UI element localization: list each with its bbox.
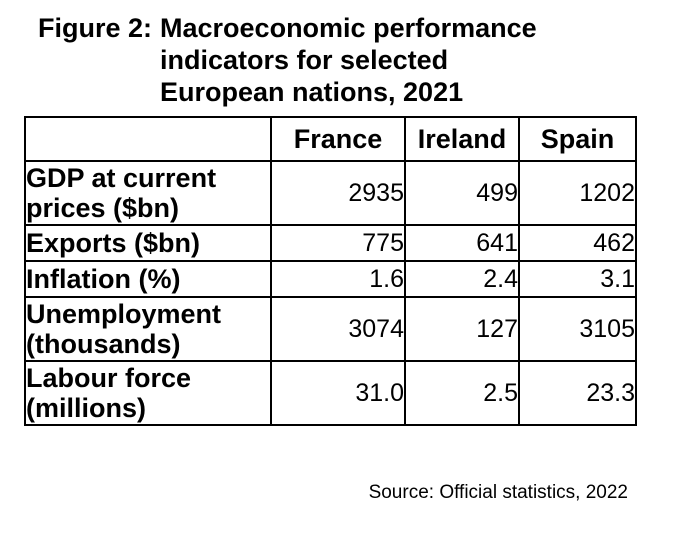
table-row-gdp: GDP at current prices ($bn) 2935 499 120… — [25, 161, 636, 225]
row-label-line: GDP at current — [26, 163, 270, 193]
indicators-table: France Ireland Spain GDP at current pric… — [24, 116, 637, 426]
row-label-line: (millions) — [26, 393, 270, 423]
table-row-inflation: Inflation (%) 1.6 2.4 3.1 — [25, 261, 636, 297]
header-corner-cell — [25, 117, 271, 161]
row-label-gdp: GDP at current prices ($bn) — [25, 161, 271, 225]
cell-labour-force-france: 31.0 — [271, 361, 405, 425]
source-note: Source: Official statistics, 2022 — [369, 482, 628, 504]
cell-inflation-ireland: 2.4 — [405, 261, 519, 297]
table-row-labour-force: Labour force (millions) 31.0 2.5 23.3 — [25, 361, 636, 425]
row-label-labour-force: Labour force (millions) — [25, 361, 271, 425]
cell-unemployment-ireland: 127 — [405, 297, 519, 361]
row-label-line: Unemployment — [26, 299, 270, 329]
header-row: France Ireland Spain — [25, 117, 636, 161]
row-label-line: Inflation (%) — [26, 264, 270, 294]
figure-title-text: Macroeconomic performance indicators for… — [160, 12, 537, 108]
cell-gdp-spain: 1202 — [519, 161, 636, 225]
row-label-line: Exports ($bn) — [26, 228, 270, 258]
title-line-3: European nations, 2021 — [160, 76, 537, 108]
cell-exports-france: 775 — [271, 225, 405, 261]
cell-inflation-france: 1.6 — [271, 261, 405, 297]
figure-label: Figure 2: — [38, 12, 152, 108]
row-label-exports: Exports ($bn) — [25, 225, 271, 261]
table-row-exports: Exports ($bn) 775 641 462 — [25, 225, 636, 261]
row-label-inflation: Inflation (%) — [25, 261, 271, 297]
row-label-unemployment: Unemployment (thousands) — [25, 297, 271, 361]
row-label-line: prices ($bn) — [26, 193, 270, 223]
cell-inflation-spain: 3.1 — [519, 261, 636, 297]
cell-unemployment-france: 3074 — [271, 297, 405, 361]
row-label-line: (thousands) — [26, 329, 270, 359]
cell-unemployment-spain: 3105 — [519, 297, 636, 361]
cell-exports-ireland: 641 — [405, 225, 519, 261]
table-row-unemployment: Unemployment (thousands) 3074 127 3105 — [25, 297, 636, 361]
cell-gdp-ireland: 499 — [405, 161, 519, 225]
cell-gdp-france: 2935 — [271, 161, 405, 225]
column-header-france: France — [271, 117, 405, 161]
cell-labour-force-spain: 23.3 — [519, 361, 636, 425]
figure-title: Figure 2: Macroeconomic performance indi… — [38, 12, 537, 108]
row-label-line: Labour force — [26, 363, 270, 393]
cell-exports-spain: 462 — [519, 225, 636, 261]
cell-labour-force-ireland: 2.5 — [405, 361, 519, 425]
title-line-2: indicators for selected — [160, 44, 537, 76]
title-line-1: Macroeconomic performance — [160, 12, 537, 44]
column-header-spain: Spain — [519, 117, 636, 161]
column-header-ireland: Ireland — [405, 117, 519, 161]
